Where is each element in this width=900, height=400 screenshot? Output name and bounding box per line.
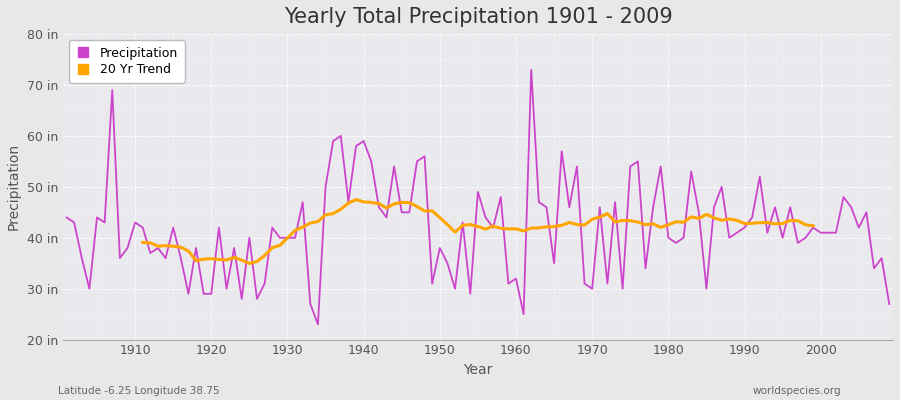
Title: Yearly Total Precipitation 1901 - 2009: Yearly Total Precipitation 1901 - 2009 — [284, 7, 672, 27]
Legend: Precipitation, 20 Yr Trend: Precipitation, 20 Yr Trend — [69, 40, 184, 82]
Line: Precipitation: Precipitation — [67, 70, 889, 324]
20 Yr Trend — [495, 226, 506, 231]
Precipitation — [526, 67, 536, 72]
20 Yr Trend — [411, 204, 422, 209]
Precipitation — [518, 312, 529, 316]
Line: 20 Yr Trend: 20 Yr Trend — [143, 200, 813, 264]
Precipitation — [343, 200, 354, 204]
Precipitation — [617, 286, 628, 291]
Precipitation — [122, 246, 133, 250]
20 Yr Trend — [282, 236, 292, 240]
20 Yr Trend — [206, 256, 217, 261]
20 Yr Trend — [138, 240, 148, 245]
Precipitation — [312, 322, 323, 327]
Precipitation — [884, 302, 895, 306]
Precipitation — [61, 215, 72, 220]
Text: Latitude -6.25 Longitude 38.75: Latitude -6.25 Longitude 38.75 — [58, 386, 220, 396]
Text: worldspecies.org: worldspecies.org — [753, 386, 842, 396]
X-axis label: Year: Year — [464, 363, 492, 377]
20 Yr Trend — [747, 221, 758, 226]
20 Yr Trend — [807, 224, 818, 228]
20 Yr Trend — [221, 258, 232, 262]
Precipitation — [510, 276, 521, 281]
Precipitation — [290, 235, 301, 240]
20 Yr Trend — [244, 261, 255, 266]
20 Yr Trend — [351, 197, 362, 202]
Y-axis label: Precipitation: Precipitation — [7, 143, 21, 230]
